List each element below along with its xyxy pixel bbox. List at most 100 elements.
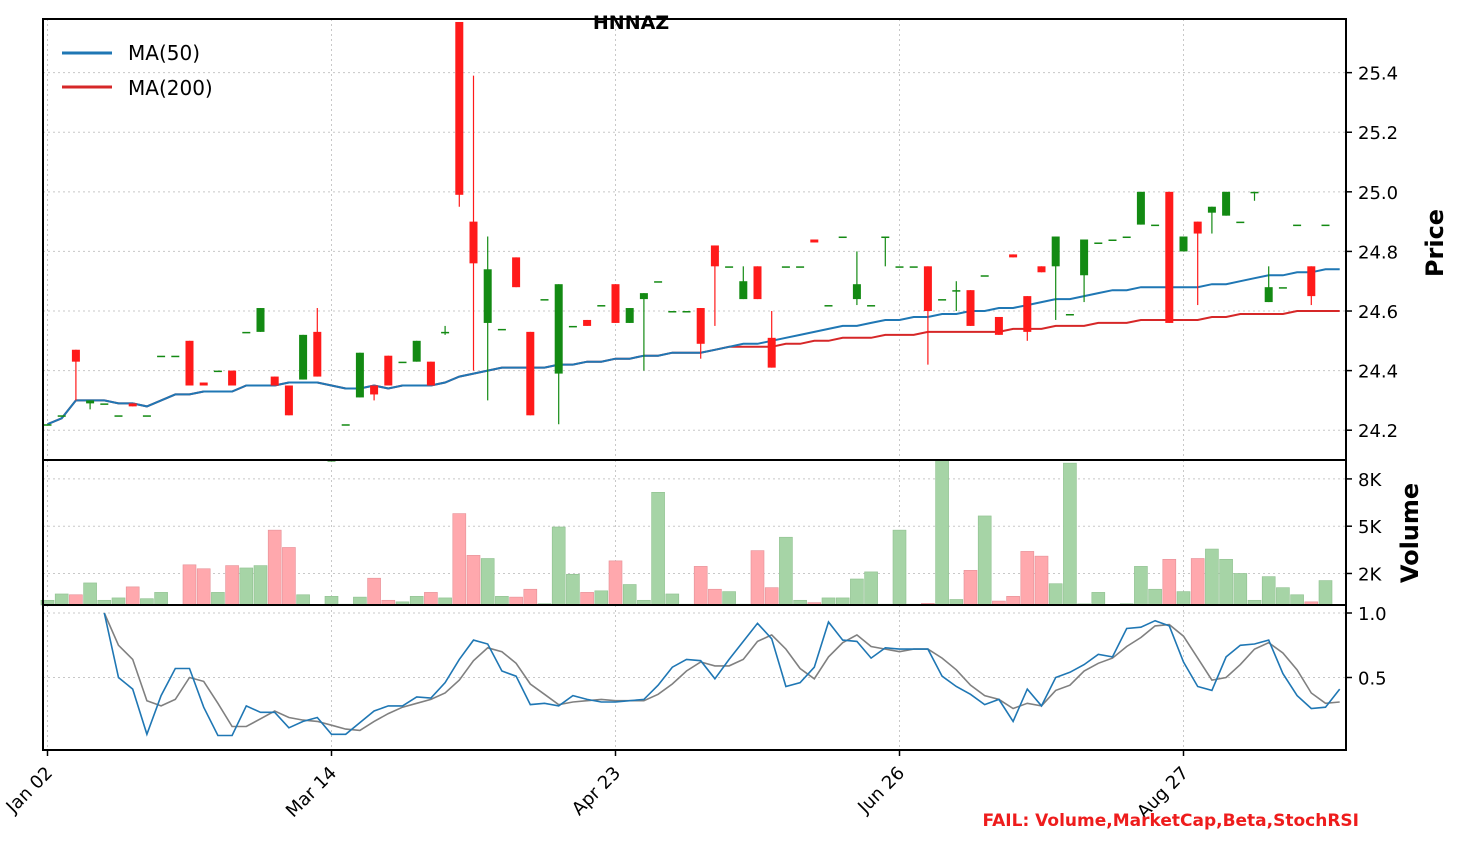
volume-bar <box>182 564 197 606</box>
volume-bar <box>551 526 566 606</box>
candle-body <box>739 281 748 300</box>
candle-body <box>682 311 691 313</box>
candle-body <box>1179 236 1188 252</box>
volume-bar <box>125 586 140 606</box>
candle-body <box>909 266 918 268</box>
candle-body <box>1222 191 1231 216</box>
candle-body <box>512 257 521 288</box>
volume-tick-label: 2K <box>1358 564 1382 585</box>
volume-bar <box>580 592 594 606</box>
volume-bar <box>594 590 609 606</box>
volume-bar <box>111 597 126 606</box>
volume-bar <box>1176 591 1191 606</box>
candle-body <box>1321 224 1330 227</box>
candle-body <box>980 275 989 277</box>
volume-bar <box>892 529 907 606</box>
volume-bar <box>608 560 623 606</box>
candle-body <box>483 269 492 323</box>
candle-body <box>1193 221 1202 234</box>
candle-body <box>86 400 95 404</box>
volume-bar <box>367 577 381 606</box>
price-tick-label: 25.4 <box>1358 64 1398 85</box>
volume-bar <box>1020 551 1035 606</box>
volume-bar <box>764 587 779 606</box>
candle-body <box>597 305 606 307</box>
volume-bar <box>1048 583 1063 606</box>
fail-note: FAIL: Volume,MarketCap,Beta,StochRSI <box>982 811 1359 831</box>
candle-body <box>441 331 450 334</box>
candle-body <box>270 376 279 386</box>
candle-body <box>824 305 833 307</box>
candle-body <box>1250 191 1259 194</box>
candle-body <box>881 236 890 239</box>
price-tick-label: 24.2 <box>1358 421 1398 442</box>
candlesticks <box>43 21 1330 462</box>
candle-body <box>185 340 194 386</box>
candle-body <box>398 361 407 364</box>
volume-bar <box>693 566 708 606</box>
volume-bar <box>835 597 850 606</box>
candle-body <box>299 334 308 380</box>
candle-body <box>639 293 648 300</box>
ma50-line <box>47 268 1340 426</box>
candle-body <box>554 284 563 374</box>
volume-bar <box>1190 558 1205 606</box>
volume-bar <box>452 513 467 606</box>
candle-body <box>583 319 592 326</box>
candle-body <box>1307 266 1316 297</box>
volume-tick-label: 8K <box>1358 470 1382 491</box>
candle-body <box>966 290 975 326</box>
volume-bar <box>864 571 878 606</box>
candle-body <box>753 266 762 300</box>
volume-bar <box>1233 573 1248 606</box>
volume-bar <box>935 459 949 606</box>
candle-body <box>994 316 1003 335</box>
volume-bar <box>154 592 168 606</box>
volume-axis-title: Volume <box>1396 483 1424 583</box>
candle-body <box>568 325 577 328</box>
candle-body <box>767 337 776 368</box>
candle-body <box>384 355 393 386</box>
candle-body <box>213 370 222 373</box>
candle-body <box>370 385 379 395</box>
candle-body <box>611 284 620 323</box>
candle-body <box>256 308 265 332</box>
volume-bar <box>779 536 793 606</box>
legend: MA(50) MA(200) <box>62 41 213 100</box>
candle-body <box>157 355 166 358</box>
volume-bar <box>963 570 978 606</box>
candle-body <box>540 299 549 301</box>
legend-ma50-label: MA(50) <box>128 41 200 65</box>
volume-bar <box>1091 592 1106 606</box>
axis-ticks: Jan 02 Mar 14 Apr 23 Jun 26 Aug 2724.224.424… <box>2 64 1398 823</box>
candle-body <box>1165 191 1174 323</box>
candle-body <box>171 355 180 358</box>
candle-body <box>1037 266 1046 273</box>
volume-bar <box>480 558 495 606</box>
candle-body <box>796 266 805 268</box>
candle-body <box>43 424 52 426</box>
candle-body <box>242 331 251 334</box>
candle-body <box>1236 221 1245 224</box>
candle-body <box>1023 296 1032 332</box>
candle-body <box>412 340 421 362</box>
volume-bar <box>977 515 992 606</box>
candle-body <box>895 266 904 268</box>
candle-body <box>1264 287 1273 303</box>
candle-body <box>114 415 123 417</box>
candle-body <box>1293 224 1302 227</box>
volume-bar <box>495 596 509 606</box>
volume-bar <box>296 594 310 606</box>
candle-body <box>526 331 535 416</box>
price-tick-label: 25.2 <box>1358 123 1398 144</box>
candle-body <box>142 415 151 417</box>
candle-body <box>654 281 663 283</box>
volume-bar <box>409 596 424 606</box>
candle-body <box>469 221 478 264</box>
candle-body <box>228 370 237 386</box>
stoch-d-line <box>103 612 1340 732</box>
volume-bar <box>324 596 339 606</box>
price-tick-label: 25.0 <box>1358 183 1398 204</box>
grid-lines <box>43 19 1346 750</box>
volume-bar <box>225 565 239 606</box>
